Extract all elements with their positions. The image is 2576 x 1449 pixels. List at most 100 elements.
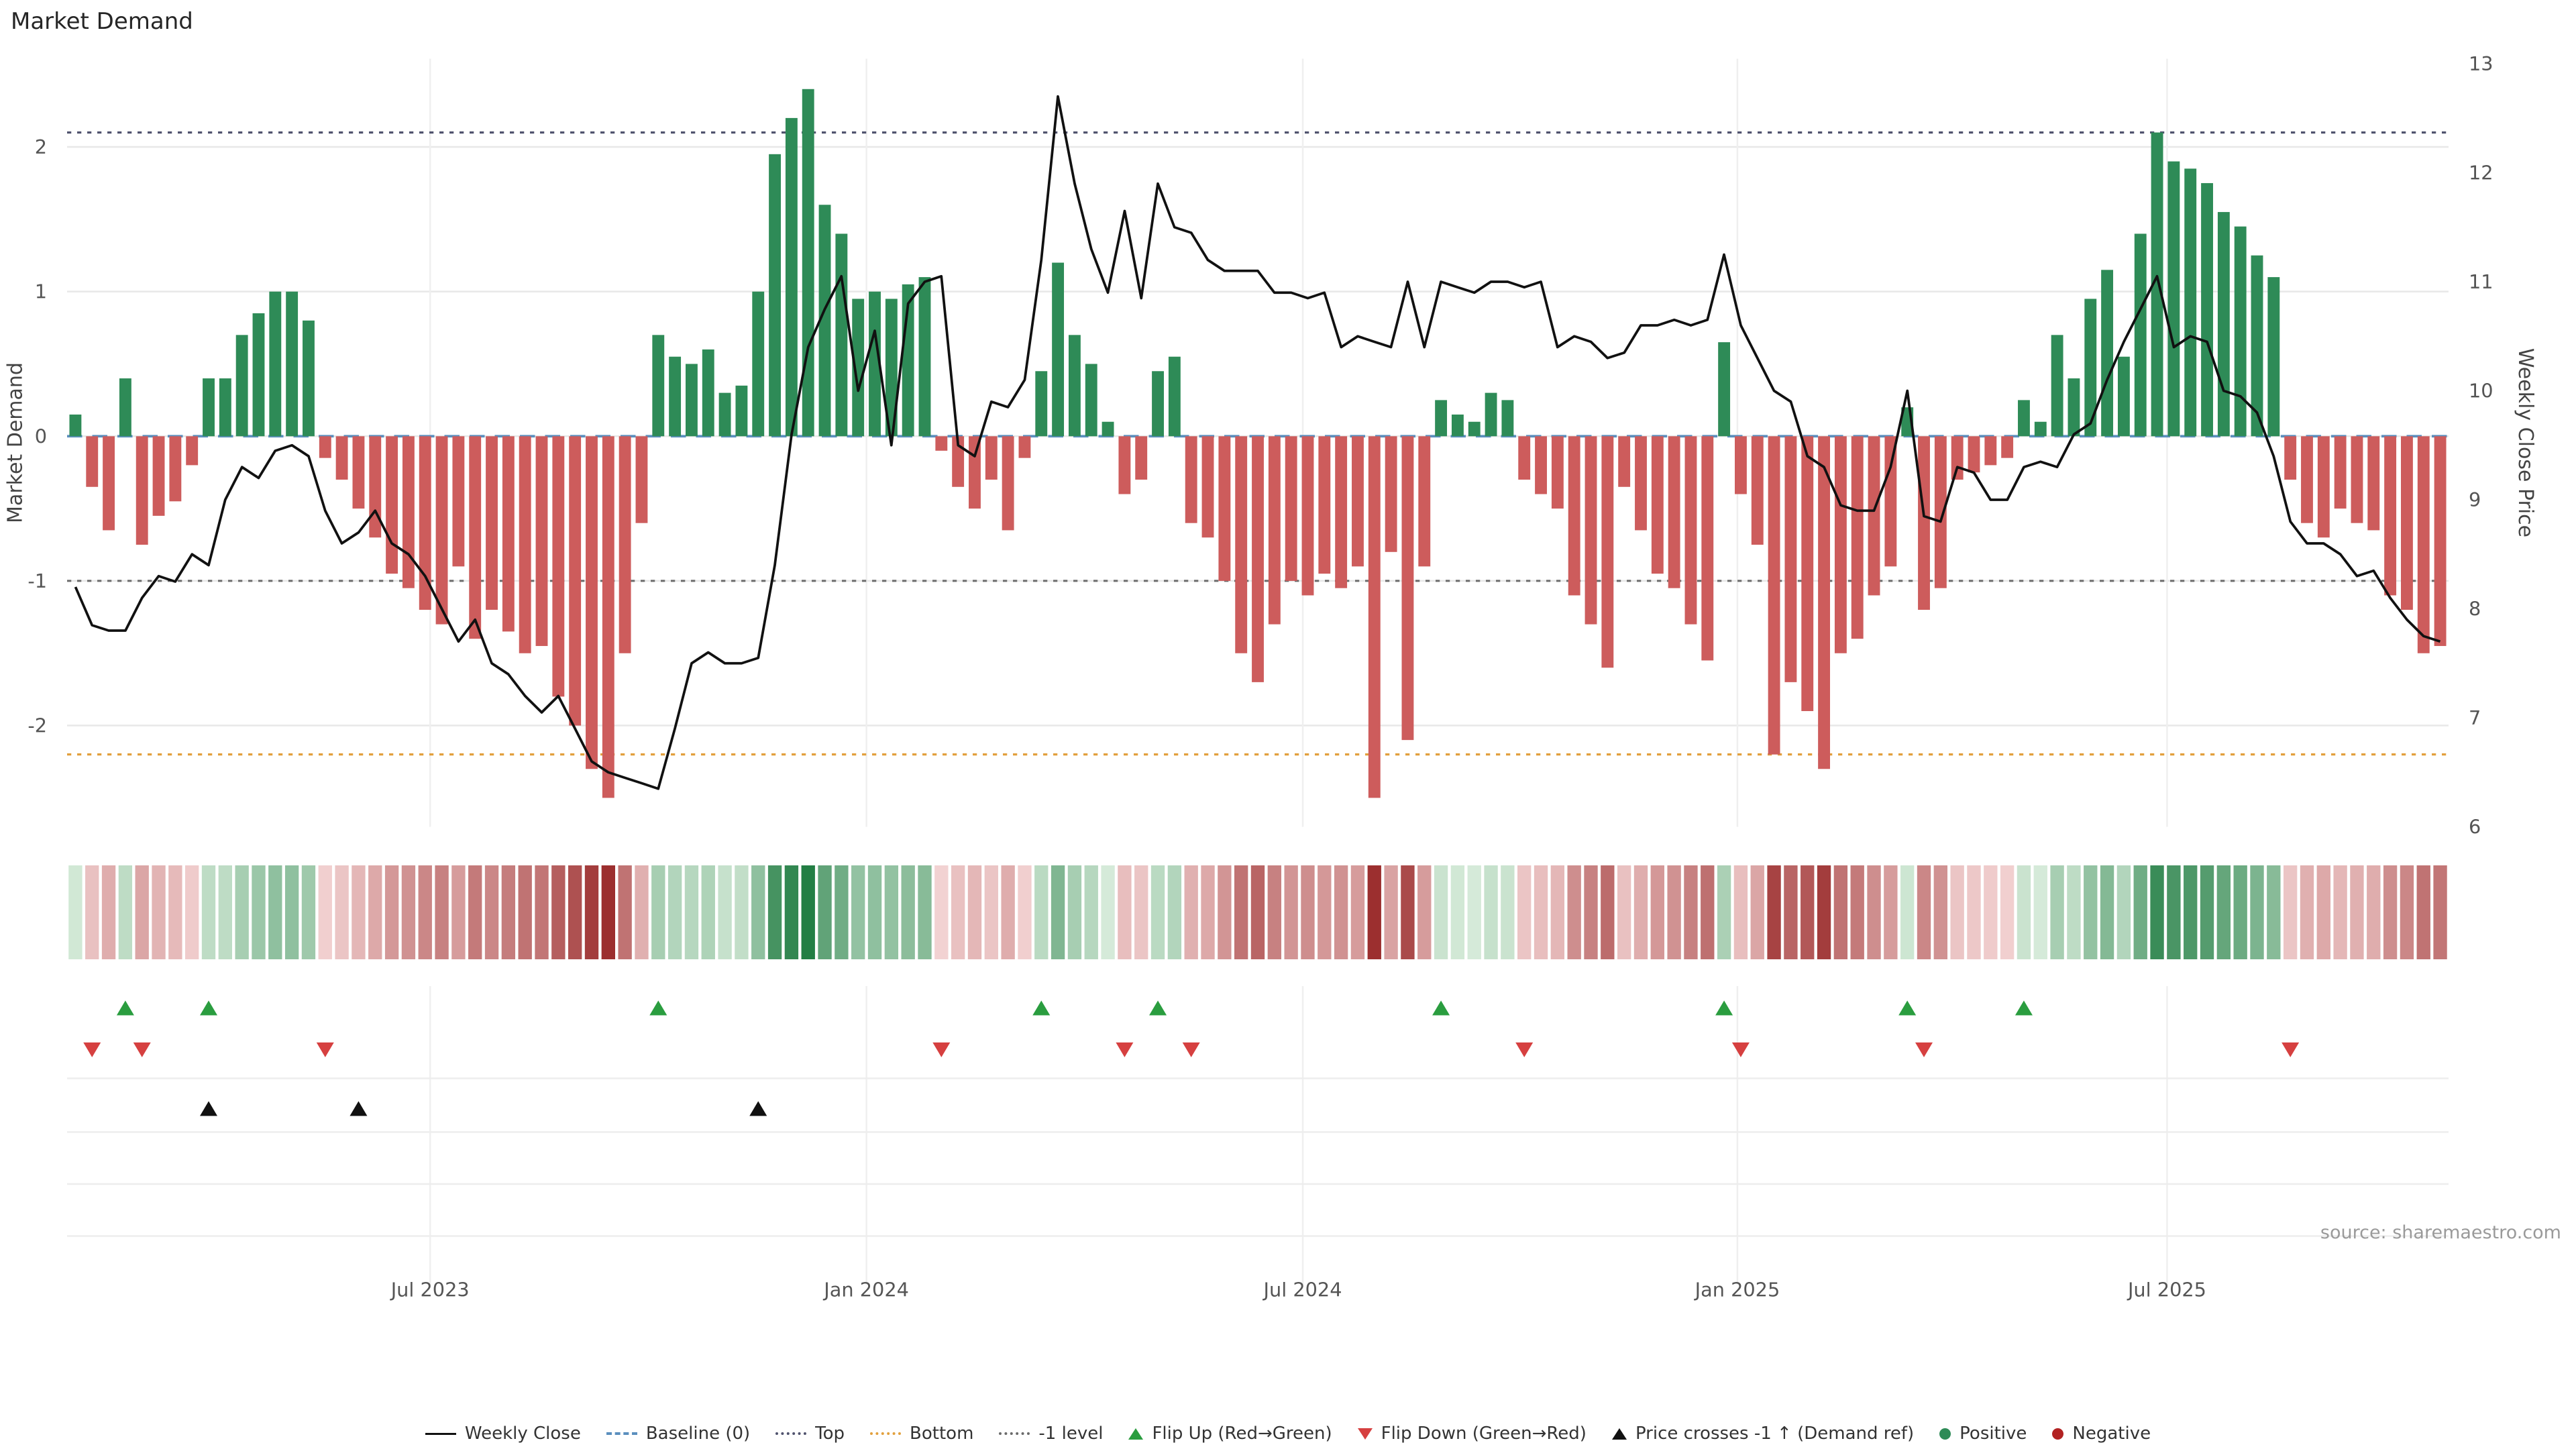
heatmap-cell (667, 865, 682, 959)
heatmap-cell (518, 865, 532, 959)
heatmap-cell (1617, 865, 1631, 959)
heatmap-cell (584, 865, 599, 959)
heatmap-cell (501, 865, 516, 959)
demand-bar (718, 392, 731, 437)
demand-bar (303, 320, 315, 437)
demand-bar (1868, 436, 1880, 596)
heatmap-cell (535, 865, 549, 959)
heatmap-cell (451, 865, 466, 959)
heatmap-cell (1884, 865, 1898, 959)
heatmap-cell (2116, 865, 2131, 959)
heatmap-cell (1933, 865, 1948, 959)
demand-bar (602, 436, 614, 798)
demand-bar (519, 436, 531, 653)
flip-down-marker (1182, 1042, 1200, 1057)
left-axis-tick: -2 (28, 714, 47, 737)
left-axis-tick: 0 (35, 425, 47, 447)
heatmap-cell (1084, 865, 1098, 959)
legend-item: Positive (1939, 1424, 2027, 1444)
heatmap-cell (235, 865, 249, 959)
demand-bar (2084, 299, 2097, 437)
legend-item: Flip Up (Red→Green) (1128, 1424, 1332, 1444)
left-axis-label: Market Demand (3, 362, 27, 523)
heatmap-cell (2067, 865, 2081, 959)
heatmap-cell (1184, 865, 1198, 959)
heatmap-cell (1367, 865, 1381, 959)
demand-bar (569, 436, 582, 726)
demand-bar (835, 233, 848, 437)
heatmap-cell (152, 865, 166, 959)
demand-bar (1984, 436, 1997, 466)
flip-up-marker (1715, 1000, 1733, 1016)
right-axis-tick: 7 (2469, 706, 2481, 729)
heatmap-cell (2184, 865, 2198, 959)
solid-line-icon (425, 1432, 456, 1435)
heatmap-cell (2017, 865, 2031, 959)
demand-bar (2101, 270, 2114, 437)
heatmap-cell (1101, 865, 1115, 959)
heatmap-cell (867, 865, 882, 959)
heatmap-cell (68, 865, 83, 959)
legend-label: Flip Down (Green→Red) (1381, 1424, 1587, 1444)
demand-bar (1068, 335, 1081, 437)
demand-bar (1268, 436, 1281, 625)
heatmap-cell (1334, 865, 1348, 959)
heatmap-cell (1633, 865, 1648, 959)
demand-bar (1651, 436, 1664, 574)
demand-bar (252, 313, 265, 437)
heatmap-cell (2133, 865, 2147, 959)
heatmap-cell (168, 865, 182, 959)
demand-bar (1735, 436, 1747, 494)
right-axis-tick: 6 (2469, 816, 2481, 839)
demand-bar (1318, 436, 1331, 574)
demand-bar (802, 89, 814, 437)
demand-bar (402, 436, 415, 588)
heatmap-cell (1900, 865, 1915, 959)
heatmap-cell (2350, 865, 2364, 959)
heatmap-cell (1733, 865, 1748, 959)
demand-bar (1052, 262, 1065, 437)
heatmap-cell (784, 865, 799, 959)
demand-bar (1834, 436, 1847, 653)
heatmap-cell (85, 865, 99, 959)
chart-legend: Weekly Close Baseline (0) Top Bottom -1 leve… (0, 1424, 2576, 1444)
demand-bar (1018, 436, 1031, 458)
heatmap-cell (2150, 865, 2164, 959)
heatmap-cell (1850, 865, 1864, 959)
demand-bar (335, 436, 348, 480)
demand-bar (1385, 436, 1397, 552)
heatmap-cell (1218, 865, 1232, 959)
heatmap-cell (468, 865, 482, 959)
demand-bar (1401, 436, 1414, 741)
heatmap-cell (2033, 865, 2047, 959)
demand-bar (186, 436, 199, 466)
demand-bar (1585, 436, 1597, 625)
demand-bar (469, 436, 482, 639)
demand-bar (2434, 436, 2447, 646)
flip-down-marker (133, 1042, 151, 1057)
demand-bar (1451, 414, 1464, 437)
demand-bar (669, 356, 682, 437)
x-tick-label: Jul 2025 (2127, 1279, 2206, 1301)
demand-bar (1185, 436, 1197, 523)
demand-bar (286, 291, 299, 437)
heatmap-cell (1201, 865, 1215, 959)
heatmap-cell (1484, 865, 1498, 959)
heatmap-cell (1517, 865, 1532, 959)
heatmap-cell (1917, 865, 1931, 959)
demand-bar (1751, 436, 1764, 545)
right-axis-tick: 9 (2469, 488, 2481, 511)
heatmap-cell (1401, 865, 1415, 959)
heatmap-cell (1784, 865, 1798, 959)
heatmap-cell (1018, 865, 1032, 959)
demand-bar (1152, 371, 1164, 437)
right-axis-tick: 10 (2469, 380, 2493, 402)
heatmap-cell (185, 865, 199, 959)
demand-bar (1418, 436, 1431, 567)
legend-label: Price crosses -1 ↑ (Demand ref) (1635, 1424, 1915, 1444)
heatmap-cell (1417, 865, 1432, 959)
heatmap-cell (1234, 865, 1248, 959)
heatmap-cell (1051, 865, 1065, 959)
demand-bar (935, 436, 948, 451)
heatmap-cell (2267, 865, 2281, 959)
